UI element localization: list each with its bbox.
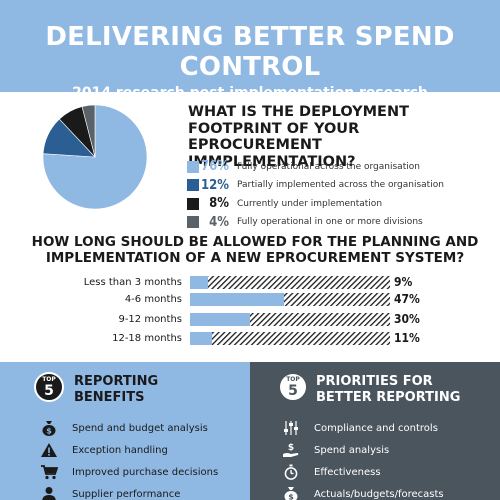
legend-label: Fully operational across the organisatio… xyxy=(237,161,420,172)
top5-badge: TOP 5 xyxy=(278,372,308,402)
legend-swatch xyxy=(187,197,199,210)
bar-category-label: 9-12 months xyxy=(118,314,182,325)
legend-swatch xyxy=(187,160,199,173)
person-icon xyxy=(42,487,56,500)
bar-row: 12-18 months 11% xyxy=(0,330,500,347)
priorities-panel: TOP 5 PRIORITIES FOR BETTER REPORTING Co… xyxy=(250,362,500,500)
legend-item: 76% Fully operational across the organis… xyxy=(187,158,497,175)
warning-icon xyxy=(41,443,57,457)
bar-category-label: 4-6 months xyxy=(124,294,182,305)
pie-slice xyxy=(81,104,96,158)
bar xyxy=(190,276,208,289)
bar-value-label: 30% xyxy=(394,312,420,326)
badge-top-text: TOP xyxy=(286,376,300,383)
bar-track xyxy=(190,276,390,289)
svg-text:$: $ xyxy=(288,493,294,500)
pie-chart xyxy=(30,104,160,210)
bar-value-label: 11% xyxy=(394,331,420,345)
badge-top-text: TOP xyxy=(42,376,56,383)
sliders-icon xyxy=(284,421,298,435)
panel-title-line: BENEFITS xyxy=(74,390,145,405)
list-item: Improved purchase decisions xyxy=(40,461,245,483)
bar-value-label: 9% xyxy=(394,275,413,289)
bar xyxy=(190,332,212,345)
list-item-label: Spend analysis xyxy=(314,444,390,456)
svg-text:$: $ xyxy=(46,427,52,436)
bar-track xyxy=(190,313,390,326)
list-item-label: Exception handling xyxy=(72,444,168,456)
legend-item: 4% Fully operational in one or more divi… xyxy=(187,214,497,231)
bar-row: Less than 3 months 9% xyxy=(0,274,500,291)
legend-percent: 12% xyxy=(201,177,229,193)
list-item-label: Supplier performance xyxy=(72,488,181,500)
shopping-cart-icon xyxy=(41,465,58,480)
bar-track xyxy=(190,293,390,306)
bar-chart-title: HOW LONG SHOULD BE ALLOWED FOR THE PLANN… xyxy=(31,234,479,266)
page-subtitle: 2014 research post implementation resear… xyxy=(72,85,428,101)
panel-title: REPORTING BENEFITS xyxy=(74,374,158,406)
top5-badge: TOP 5 xyxy=(34,372,64,402)
list-item: Supplier performance xyxy=(40,483,245,500)
legend-percent: 8% xyxy=(209,196,229,211)
panel-title-line: PRIORITIES FOR xyxy=(316,374,433,389)
list-item: $ Spend analysis xyxy=(282,439,487,461)
bar-chart: Less than 3 months 9% 4-6 months 47% 9-1… xyxy=(0,274,500,354)
legend-label: Currently under implementation xyxy=(237,198,383,209)
pie-chart-title: WHAT IS THE DEPLOYMENT FOOTPRINT OF YOUR… xyxy=(188,104,409,170)
pie-chart-svg xyxy=(42,104,148,210)
list-item-label: Actuals/budgets/forecasts xyxy=(314,488,444,500)
legend-swatch xyxy=(187,216,199,228)
benefits-list: $ Spend and budget analysis Exception ha… xyxy=(40,417,245,500)
dollar-hand-icon: $ xyxy=(283,443,299,457)
pie-legend: 76% Fully operational across the organis… xyxy=(187,158,497,232)
money-bag-icon: $ xyxy=(42,421,56,436)
legend-item: 8% Currently under implementation xyxy=(187,195,497,212)
bar-row: 9-12 months 30% xyxy=(0,311,500,328)
legend-label: Partially implemented across the organis… xyxy=(237,180,444,190)
bar xyxy=(190,313,250,326)
panel-title-line: REPORTING xyxy=(74,374,159,389)
legend-label: Fully operational in one or more divisio… xyxy=(237,217,423,227)
legend-swatch xyxy=(187,179,199,191)
bar-row: 4-6 months 47% xyxy=(0,291,500,308)
list-item: $ Spend and budget analysis xyxy=(40,417,245,439)
list-item-label: Improved purchase decisions xyxy=(72,466,219,478)
list-item: Compliance and controls xyxy=(282,417,487,439)
stopwatch-icon xyxy=(284,464,298,480)
bar-category-label: Less than 3 months xyxy=(83,277,182,288)
bar-remainder xyxy=(190,332,390,345)
money-bag-icon: $ xyxy=(284,487,298,500)
page-title: DELIVERING BETTER SPEND CONTROL xyxy=(45,22,455,82)
list-item: $ Actuals/budgets/forecasts xyxy=(282,483,487,500)
list-item-label: Compliance and controls xyxy=(314,422,438,434)
bar xyxy=(190,293,284,306)
list-item-label: Spend and budget analysis xyxy=(72,422,208,434)
bar-category-label: 12-18 months xyxy=(112,333,182,344)
badge-number: 5 xyxy=(288,383,298,399)
list-item: Effectiveness xyxy=(282,461,487,483)
bar-value-label: 47% xyxy=(394,292,420,306)
panel-title-line: BETTER REPORTING xyxy=(316,390,461,405)
bar-track xyxy=(190,332,390,345)
legend-percent: 76% xyxy=(201,159,229,174)
legend-percent: 4% xyxy=(209,214,229,230)
priorities-list: Compliance and controls $ Spend analysis… xyxy=(282,417,487,500)
reporting-benefits-panel: TOP 5 REPORTING BENEFITS $ Spend and bud… xyxy=(0,362,250,500)
list-item: Exception handling xyxy=(40,439,245,461)
list-item-label: Effectiveness xyxy=(314,466,381,478)
legend-item: 12% Partially implemented across the org… xyxy=(187,177,497,194)
header-banner: DELIVERING BETTER SPEND CONTROL 2014 res… xyxy=(0,0,500,101)
panel-title: PRIORITIES FOR BETTER REPORTING xyxy=(316,374,460,406)
badge-number: 5 xyxy=(44,383,54,399)
svg-text:$: $ xyxy=(288,443,294,453)
bar-remainder xyxy=(190,276,390,289)
